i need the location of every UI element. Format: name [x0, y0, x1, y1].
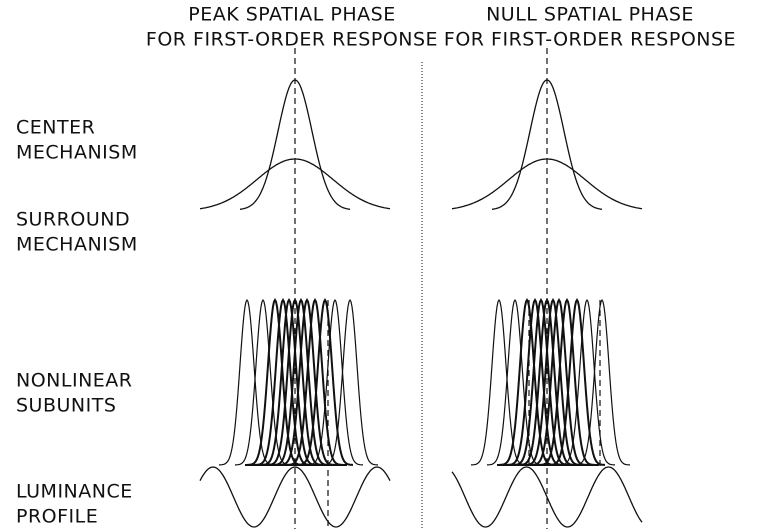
subunit-curve: [539, 298, 595, 466]
row-label: LUMINANCE: [16, 481, 133, 503]
subunit-curve: [499, 298, 555, 466]
column-title: NULL SPATIAL PHASE: [486, 4, 694, 26]
subunit-curve: [549, 298, 605, 466]
row-label: MECHANISM: [16, 234, 138, 256]
row-label: PROFILE: [16, 506, 98, 528]
subunit-curve: [507, 298, 563, 466]
subunit-curve: [559, 298, 615, 466]
subunit-curve: [307, 298, 363, 466]
subunit-curve: [531, 298, 587, 466]
subunit-curve: [471, 298, 527, 466]
column-title: FOR FIRST-ORDER RESPONSE: [146, 29, 438, 51]
column-title: FOR FIRST-ORDER RESPONSE: [444, 29, 736, 51]
row-label: NONLINEAR: [16, 370, 133, 392]
subunit-curve: [525, 298, 581, 466]
subunit-curve: [513, 298, 569, 466]
subunit-curve: [255, 298, 311, 466]
subunit-curve: [322, 298, 378, 466]
luminance-curve: [451, 466, 643, 528]
row-label: SURROUND: [16, 209, 130, 231]
curves: [199, 48, 643, 529]
subunit-curve: [574, 298, 630, 466]
subunit-curve: [219, 298, 275, 466]
row-label: MECHANISM: [16, 142, 138, 164]
subunit-curve: [247, 298, 303, 466]
subunit-curve: [287, 298, 343, 466]
row-label: CENTER: [16, 117, 95, 139]
luminance-curve: [199, 466, 391, 528]
column-title: PEAK SPATIAL PHASE: [188, 4, 395, 26]
row-label: SUBUNITS: [16, 395, 116, 417]
subunit-curve: [279, 298, 335, 466]
subunit-curve: [297, 298, 353, 466]
subunit-curve: [273, 298, 329, 466]
subunit-curve: [261, 298, 317, 466]
